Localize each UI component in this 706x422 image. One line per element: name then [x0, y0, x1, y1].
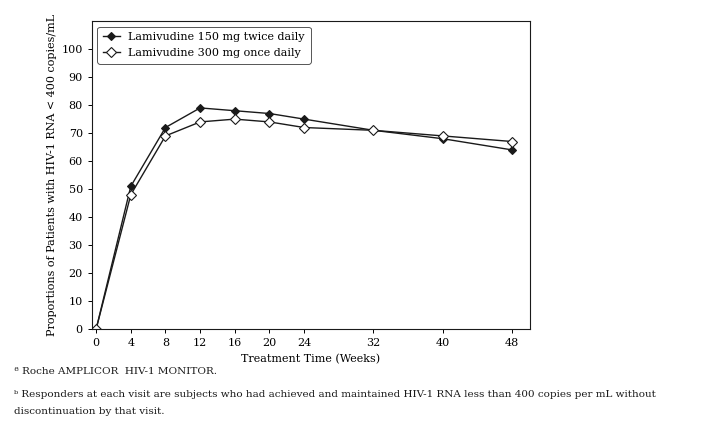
- Lamivudine 150 mg twice daily: [196, 106, 204, 111]
- Lamivudine 300 mg once daily: [92, 327, 100, 332]
- Text: ᵇ Responders at each visit are subjects who had achieved and maintained HIV-1 RN: ᵇ Responders at each visit are subjects …: [14, 390, 656, 399]
- Line: Lamivudine 300 mg once daily: Lamivudine 300 mg once daily: [92, 116, 515, 333]
- Lamivudine 150 mg twice daily: [92, 327, 100, 332]
- Line: Lamivudine 150 mg twice daily: Lamivudine 150 mg twice daily: [93, 105, 515, 332]
- Lamivudine 300 mg once daily: [438, 133, 447, 138]
- Lamivudine 300 mg once daily: [161, 133, 169, 138]
- Text: discontinuation by that visit.: discontinuation by that visit.: [14, 407, 164, 416]
- Lamivudine 150 mg twice daily: [508, 147, 516, 152]
- Legend: Lamivudine 150 mg twice daily, Lamivudine 300 mg once daily: Lamivudine 150 mg twice daily, Lamivudin…: [97, 27, 311, 64]
- Lamivudine 150 mg twice daily: [161, 125, 169, 130]
- Lamivudine 300 mg once daily: [196, 119, 204, 124]
- Lamivudine 150 mg twice daily: [300, 116, 309, 122]
- Lamivudine 150 mg twice daily: [126, 184, 135, 189]
- Lamivudine 300 mg once daily: [265, 119, 274, 124]
- Lamivudine 300 mg once daily: [300, 125, 309, 130]
- Lamivudine 150 mg twice daily: [231, 108, 239, 113]
- X-axis label: Treatment Time (Weeks): Treatment Time (Weeks): [241, 354, 381, 364]
- Text: ᵇ Responders at each visit are subjects who had achieved and maintained HIV-1 RN: ᵇ Responders at each visit are subjects …: [0, 421, 1, 422]
- Lamivudine 300 mg once daily: [508, 139, 516, 144]
- Lamivudine 150 mg twice daily: [369, 128, 378, 133]
- Lamivudine 150 mg twice daily: [265, 111, 274, 116]
- Lamivudine 300 mg once daily: [126, 192, 135, 197]
- Lamivudine 150 mg twice daily: [438, 136, 447, 141]
- Text: ª Roche AMPLICOR  HIV-1 MONITOR.: ª Roche AMPLICOR HIV-1 MONITOR.: [14, 367, 217, 376]
- Y-axis label: Proportions of Patients with HIV-1 RNA < 400 copies/mL: Proportions of Patients with HIV-1 RNA <…: [47, 14, 57, 336]
- Lamivudine 300 mg once daily: [231, 116, 239, 122]
- Lamivudine 300 mg once daily: [369, 128, 378, 133]
